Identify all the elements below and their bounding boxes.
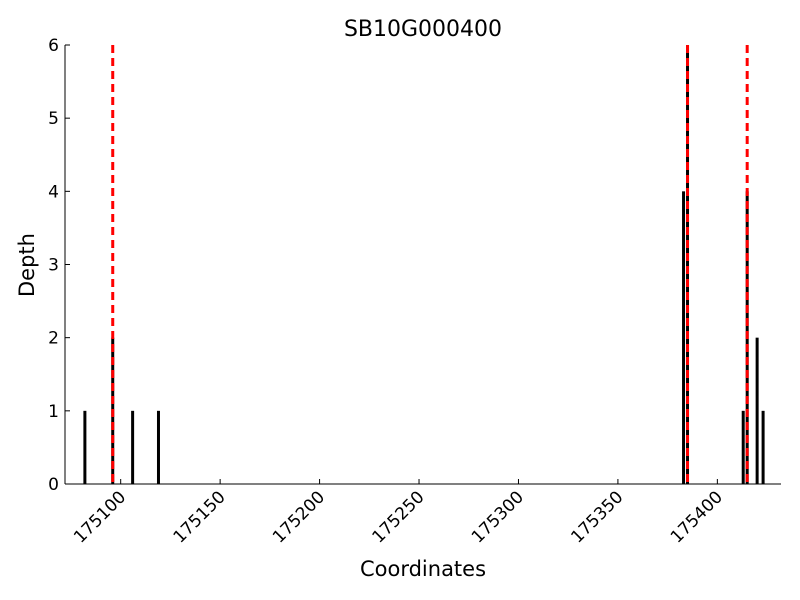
x-tick-label: 175150 — [170, 487, 230, 547]
x-tick-label: 175100 — [70, 487, 130, 547]
y-tick-label: 5 — [48, 109, 59, 129]
x-tick-label: 175350 — [567, 487, 627, 547]
y-tick-label: 0 — [48, 475, 59, 495]
y-tick-label: 4 — [48, 182, 59, 202]
x-tick-label: 175400 — [667, 487, 727, 547]
x-tick-label: 175200 — [269, 487, 329, 547]
bar — [755, 337, 759, 484]
y-tick-label: 2 — [48, 329, 59, 349]
bar — [741, 410, 745, 484]
y-tick-label: 3 — [48, 256, 59, 276]
bar — [131, 410, 135, 484]
bar — [83, 410, 87, 484]
chart-title: SB10G000400 — [344, 17, 502, 42]
x-axis-label: Coordinates — [360, 557, 486, 581]
y-tick-label: 6 — [48, 36, 59, 56]
bar — [156, 410, 160, 484]
x-tick-label: 175300 — [468, 487, 528, 547]
y-axis-label: Depth — [15, 233, 39, 297]
bar — [682, 191, 686, 485]
bar — [686, 45, 690, 484]
x-tick-label: 175250 — [369, 487, 429, 547]
bar — [761, 410, 765, 484]
y-tick-label: 1 — [48, 402, 59, 422]
